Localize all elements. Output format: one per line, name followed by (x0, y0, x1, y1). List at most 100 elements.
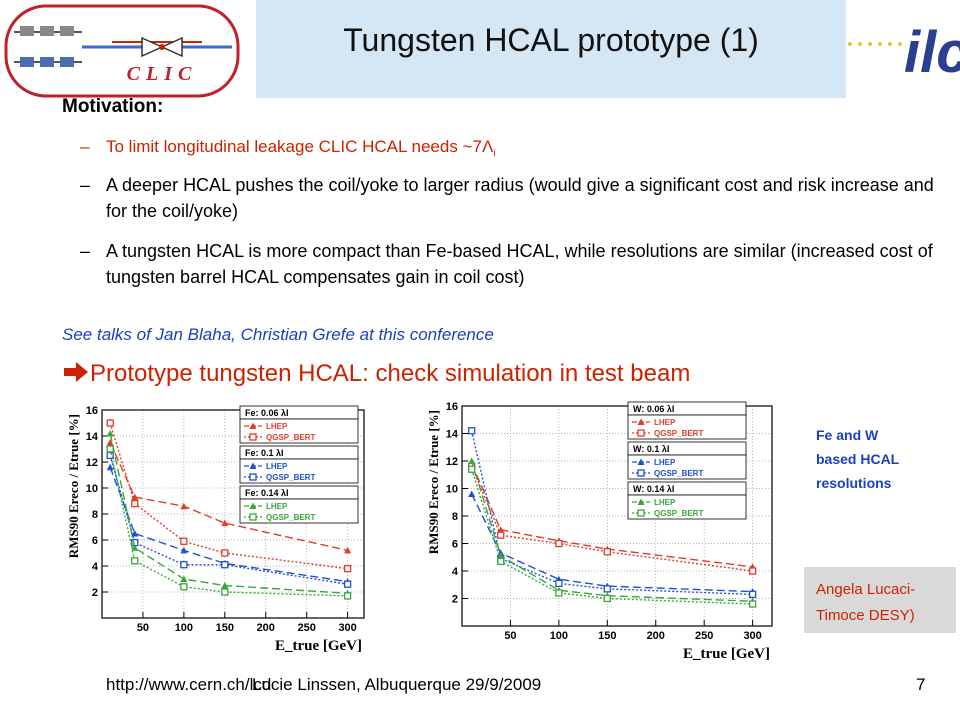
y-tick-label: 2 (92, 587, 98, 599)
prototype-line: Prototype tungsten HCAL: check simulatio… (62, 360, 690, 388)
bullet-deeper-hcal: – A deeper HCAL pushes the coil/yoke to … (80, 172, 936, 224)
y-axis-label: RMS90 Ereco / Etrue [%] (426, 410, 441, 554)
data-point (131, 544, 139, 551)
y-tick-label: 10 (86, 483, 98, 495)
data-point (497, 531, 505, 539)
data-point (468, 427, 476, 435)
data-point (603, 548, 611, 556)
legend-entry: QGSP_BERT (266, 433, 315, 442)
y-tick-label: 8 (452, 511, 458, 523)
legend: Fe: 0.06 λI LHEP QGSP_BERT Fe: 0.1 λI LHEP QG… (239, 405, 359, 524)
data-point (343, 592, 352, 600)
legend-entry-box (627, 414, 747, 440)
x-tick-label: 250 (298, 622, 316, 634)
legend-entry: LHEP (654, 498, 676, 507)
x-tick-label: 100 (175, 622, 193, 634)
data-point (106, 429, 114, 437)
legend: W: 0.06 λI LHEP QGSP_BERT W: 0.1 λI LHEP QGSP… (627, 401, 747, 520)
data-series (106, 439, 352, 554)
data-series (468, 457, 757, 605)
bullet-text: A deeper HCAL pushes the coil/yoke to la… (106, 175, 934, 221)
data-series (106, 445, 352, 600)
y-tick-label: 14 (86, 431, 99, 443)
data-point (555, 539, 563, 548)
data-point (468, 457, 476, 464)
see-talks-note: See talks of Jan Blaha, Christian Grefe … (62, 325, 494, 344)
data-point (748, 600, 757, 608)
legend-marker (249, 473, 257, 481)
x-tick-label: 200 (257, 622, 275, 634)
prototype-text: Prototype tungsten HCAL: check simulatio… (90, 360, 691, 387)
legend-marker (249, 462, 257, 469)
y-tick-label: 12 (86, 457, 98, 469)
footer-author: Lucie Linssen, Albuquerque 29/9/2009 (252, 675, 542, 694)
data-point (221, 582, 229, 589)
note-line: based HCAL (816, 451, 900, 467)
data-point (748, 567, 757, 575)
legend-entry: LHEP (654, 458, 676, 467)
y-tick-label: 16 (86, 405, 98, 417)
data-point (748, 590, 757, 599)
legend-entry: LHEP (266, 462, 288, 471)
bullet-dash: – (80, 137, 90, 156)
ilc-logo: ilc (848, 20, 960, 85)
data-point (131, 557, 139, 565)
right-arrow-icon (64, 362, 88, 382)
y-tick-label: 2 (452, 594, 458, 606)
data-point (221, 561, 229, 569)
legend-marker (637, 418, 645, 425)
x-tick-label: 200 (647, 630, 665, 642)
ilc-logo-text: ilc (904, 20, 960, 85)
legend-entry: LHEP (266, 422, 288, 431)
legend-marker (249, 513, 257, 521)
note-line: Angela Lucaci- (816, 581, 916, 598)
legend-marker (637, 498, 645, 505)
clic-logo-text: CLIC (127, 63, 198, 85)
y-tick-label: 6 (92, 535, 98, 547)
series-line (109, 448, 348, 597)
data-point (180, 583, 188, 591)
legend-entry-box (627, 494, 747, 520)
data-point (180, 575, 188, 582)
y-tick-label: 8 (92, 509, 98, 521)
data-point (497, 557, 505, 566)
data-point (106, 445, 114, 453)
y-tick-label: 14 (446, 429, 459, 441)
x-tick-label: 150 (216, 622, 234, 634)
y-tick-label: 4 (452, 566, 459, 578)
data-point (131, 499, 139, 508)
bullet-text: A tungsten HCAL is more compact than Fe-… (106, 241, 933, 287)
note-fe-w-resolutions: Fe and W based HCAL resolutions (816, 423, 946, 495)
legend-marker (249, 433, 257, 441)
x-tick-label: 50 (137, 622, 149, 634)
data-point (497, 526, 505, 533)
legend-entry: QGSP_BERT (266, 473, 315, 482)
x-tick-label: 250 (695, 630, 713, 642)
data-series (468, 465, 757, 608)
y-tick-label: 10 (446, 484, 458, 496)
series-line (471, 460, 753, 602)
x-tick-label: 300 (743, 630, 761, 642)
data-point (603, 594, 611, 603)
legend-entry-box (239, 498, 359, 524)
series-line (471, 469, 753, 605)
legend-marker (637, 458, 645, 465)
legend-title: W: 0.14 λI (633, 484, 674, 494)
data-point (343, 580, 352, 588)
legend-entry: LHEP (654, 418, 676, 427)
data-series (106, 429, 352, 597)
bullet-leakage: – To limit longitudinal leakage CLIC HCA… (80, 134, 936, 167)
x-tick-label: 150 (598, 630, 616, 642)
series-line (471, 463, 753, 568)
data-point (603, 585, 611, 593)
legend-entry: QGSP_BERT (654, 509, 703, 518)
title-box (256, 0, 846, 98)
page-number: 7 (916, 675, 926, 694)
legend-entry: QGSP_BERT (654, 429, 703, 438)
data-point (555, 589, 563, 597)
x-axis-label: E_true [GeV] (683, 646, 770, 662)
data-point (106, 463, 114, 471)
chart-w-resolution: 50 100 150 200 250 300 2 4 6 8 10 12 14 16 E_true [GeV… (426, 401, 773, 662)
data-point (180, 537, 188, 545)
footer-url[interactable]: http://www.cern.ch/lcd (106, 675, 272, 694)
